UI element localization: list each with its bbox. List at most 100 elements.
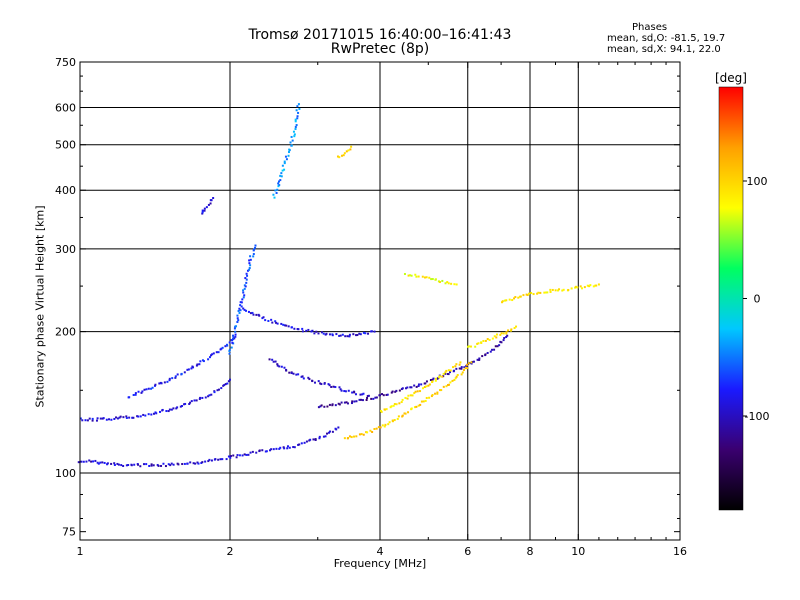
echo-point: [282, 446, 285, 449]
echo-point: [347, 389, 350, 392]
echo-point: [496, 345, 499, 348]
echo-point: [310, 330, 313, 333]
echo-point: [234, 325, 237, 328]
echo-point: [252, 253, 255, 256]
echo-point: [177, 463, 180, 466]
echo-point: [254, 244, 257, 247]
echo-point: [320, 331, 323, 334]
echo-point: [293, 133, 296, 136]
echo-point: [403, 273, 406, 276]
echo-point: [241, 454, 244, 457]
echo-point: [216, 389, 219, 392]
echo-point: [414, 390, 417, 393]
y-tick-label: 75: [62, 526, 76, 539]
echo-point: [241, 298, 244, 301]
echo-point: [297, 373, 300, 376]
echo-point: [251, 311, 254, 314]
echo-point: [184, 402, 187, 405]
echo-point: [379, 426, 382, 429]
echo-point: [381, 424, 384, 427]
echo-point: [180, 405, 183, 408]
echo-point: [451, 379, 454, 382]
echo-point: [551, 288, 554, 291]
echo-point: [417, 384, 420, 387]
echo-point: [431, 380, 434, 383]
echo-point: [353, 435, 356, 438]
echo-point: [113, 417, 116, 420]
echo-point: [88, 417, 91, 420]
echo-point: [307, 328, 310, 331]
echo-point: [270, 318, 273, 321]
echo-point: [214, 458, 217, 461]
echo-point: [586, 284, 589, 287]
echo-point: [183, 462, 186, 465]
echo-point: [482, 339, 485, 342]
echo-point: [484, 353, 487, 356]
echo-point: [359, 333, 362, 336]
echo-point: [169, 464, 172, 467]
echo-point: [343, 401, 346, 404]
echo-point: [508, 298, 511, 301]
echo-point: [391, 419, 394, 422]
echo-point: [515, 325, 518, 328]
echo-point: [243, 287, 246, 290]
echo-point: [353, 391, 356, 394]
echo-point: [385, 393, 388, 396]
echo-point: [282, 323, 285, 326]
echo-point: [239, 309, 242, 312]
echo-point: [467, 362, 470, 365]
echo-point: [245, 272, 248, 275]
echo-point: [258, 449, 261, 452]
echo-point: [449, 381, 452, 384]
echo-point: [212, 352, 215, 355]
echo-point: [272, 360, 275, 363]
echo-point: [324, 435, 327, 438]
echo-point: [181, 463, 184, 466]
x-tick-label: 6: [464, 545, 471, 558]
echo-point: [245, 281, 248, 284]
echo-point: [361, 393, 364, 396]
echo-point: [195, 399, 198, 402]
echo-point: [355, 400, 358, 403]
echo-point: [140, 391, 143, 394]
echo-point: [420, 383, 423, 386]
echo-point: [285, 158, 288, 161]
echo-point: [236, 314, 239, 317]
echo-point: [576, 286, 579, 289]
echo-point: [369, 429, 372, 432]
echo-point: [278, 184, 281, 187]
echo-point: [145, 463, 148, 466]
echo-point: [373, 427, 376, 430]
echo-point: [331, 334, 334, 337]
echo-point: [142, 413, 145, 416]
echo-point: [567, 288, 570, 291]
echo-point: [298, 443, 301, 446]
echo-point: [415, 275, 418, 278]
echo-point: [407, 411, 410, 414]
echo-point: [143, 388, 146, 391]
echo-point: [290, 144, 293, 147]
echo-point: [192, 366, 195, 369]
echo-point: [248, 268, 251, 271]
echo-point: [132, 416, 135, 419]
echo-point: [372, 397, 375, 400]
echo-point: [532, 293, 535, 296]
echo-point: [158, 382, 161, 385]
echo-point: [283, 447, 286, 450]
echo-point: [227, 380, 230, 383]
echo-point: [246, 269, 249, 272]
echo-point: [297, 443, 300, 446]
echo-point: [224, 383, 227, 386]
echo-point: [455, 375, 458, 378]
echo-point: [328, 333, 331, 336]
echo-point: [77, 461, 80, 464]
echo-point: [358, 398, 361, 401]
echo-point: [187, 368, 190, 371]
echo-point: [384, 408, 387, 411]
echo-point: [289, 141, 292, 144]
echo-point: [459, 361, 462, 364]
echo-point: [365, 399, 368, 402]
echo-point: [549, 288, 552, 291]
echo-point: [440, 389, 443, 392]
